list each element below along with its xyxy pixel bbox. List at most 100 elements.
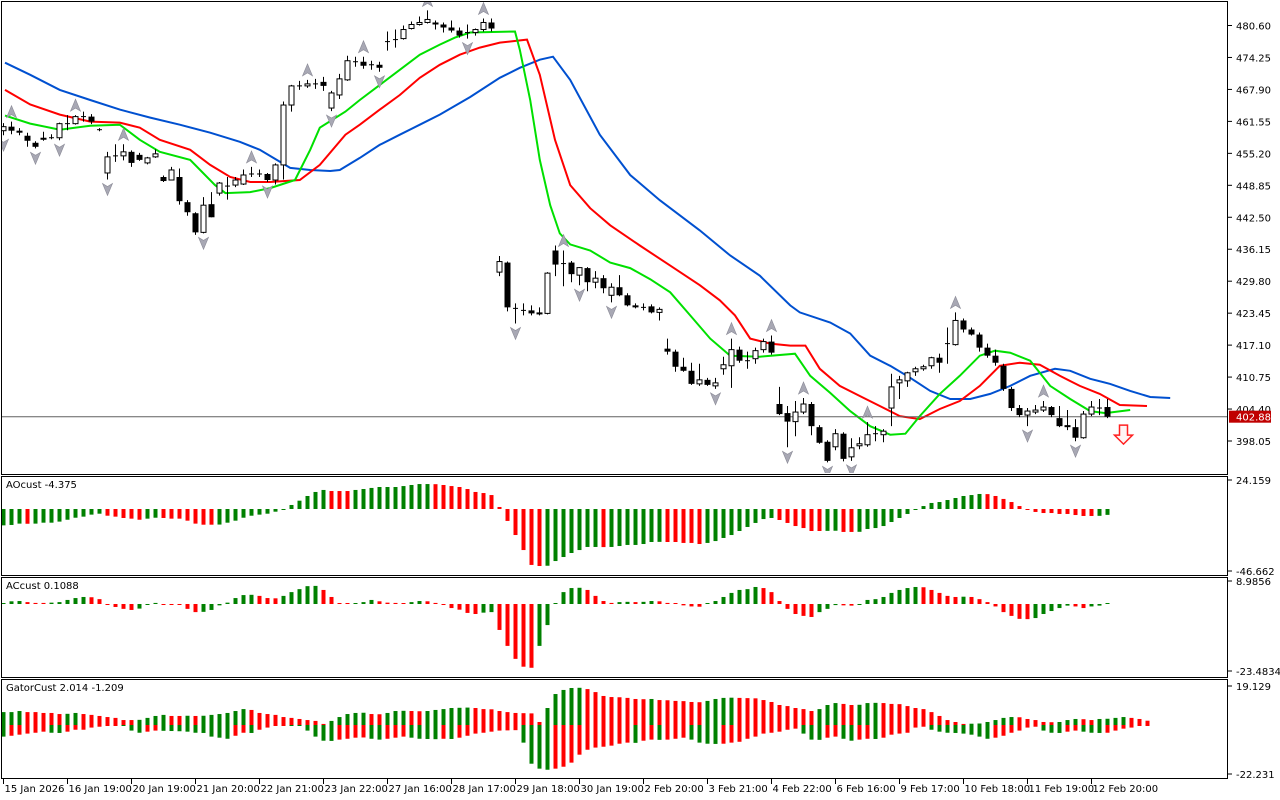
candle[interactable]	[72, 115, 79, 125]
candle[interactable]	[192, 212, 199, 235]
candle[interactable]	[257, 169, 262, 178]
candle[interactable]	[976, 332, 983, 352]
candle[interactable]	[496, 256, 503, 277]
candle[interactable]	[928, 356, 935, 369]
candle[interactable]	[344, 55, 351, 81]
candle[interactable]	[304, 79, 311, 88]
candle[interactable]	[824, 440, 831, 463]
candle[interactable]	[408, 21, 415, 30]
candle[interactable]	[641, 303, 646, 311]
candle[interactable]	[936, 353, 943, 373]
candle[interactable]	[480, 18, 487, 32]
candle[interactable]	[664, 338, 671, 355]
candle[interactable]	[528, 305, 535, 316]
candle[interactable]	[1000, 363, 1007, 391]
candle[interactable]	[784, 406, 791, 448]
candle[interactable]	[536, 307, 543, 316]
candle[interactable]	[56, 122, 63, 141]
candle[interactable]	[752, 347, 759, 364]
candle[interactable]	[688, 362, 695, 385]
candle[interactable]	[385, 31, 390, 51]
candle[interactable]	[416, 16, 423, 26]
candle[interactable]	[656, 307, 663, 321]
candle[interactable]	[945, 327, 950, 364]
candle[interactable]	[1080, 411, 1087, 439]
candle[interactable]	[792, 400, 799, 437]
candle[interactable]	[456, 27, 463, 38]
ac-pane[interactable]	[2, 585, 1110, 668]
candle[interactable]	[1064, 410, 1071, 431]
candle[interactable]	[840, 432, 847, 462]
candle[interactable]	[320, 76, 327, 91]
candle[interactable]	[760, 338, 767, 353]
candle[interactable]	[240, 169, 247, 186]
candle[interactable]	[696, 363, 703, 386]
candle[interactable]	[776, 386, 783, 416]
candle[interactable]	[313, 78, 318, 89]
candle[interactable]	[232, 177, 239, 188]
candle[interactable]	[856, 437, 863, 450]
candle[interactable]	[136, 152, 143, 161]
candle[interactable]	[888, 373, 895, 427]
candle[interactable]	[369, 60, 374, 70]
candle[interactable]	[952, 312, 959, 346]
candle[interactable]	[440, 22, 447, 33]
candle[interactable]	[1016, 405, 1023, 418]
candle[interactable]	[1024, 408, 1031, 427]
candle[interactable]	[704, 377, 711, 386]
candle[interactable]	[216, 182, 223, 196]
candle[interactable]	[128, 150, 135, 167]
candle[interactable]	[568, 261, 575, 283]
candle[interactable]	[353, 56, 358, 67]
candle[interactable]	[712, 377, 719, 389]
candle[interactable]	[360, 56, 367, 69]
candle[interactable]	[616, 275, 623, 297]
candle[interactable]	[104, 151, 111, 180]
candle[interactable]	[1097, 398, 1102, 416]
candle[interactable]	[816, 425, 823, 444]
candle[interactable]	[400, 25, 407, 40]
candle[interactable]	[280, 101, 287, 180]
candle[interactable]	[561, 250, 566, 287]
candle[interactable]	[32, 141, 39, 149]
candle[interactable]	[376, 61, 383, 72]
candle[interactable]	[920, 364, 927, 371]
candle[interactable]	[176, 168, 183, 205]
candle[interactable]	[648, 304, 655, 314]
candle[interactable]	[328, 90, 335, 112]
candle[interactable]	[745, 351, 750, 369]
candle[interactable]	[592, 271, 599, 289]
candle[interactable]	[336, 73, 343, 99]
candle[interactable]	[432, 20, 439, 30]
candle[interactable]	[1, 123, 7, 136]
candle[interactable]	[40, 131, 47, 141]
candle[interactable]	[1104, 398, 1111, 419]
candle[interactable]	[1032, 405, 1039, 415]
candle[interactable]	[1040, 400, 1047, 413]
candle[interactable]	[168, 166, 175, 181]
candle[interactable]	[968, 327, 975, 336]
candle[interactable]	[1072, 419, 1079, 442]
candle[interactable]	[8, 121, 15, 135]
candle[interactable]	[768, 335, 775, 355]
candle[interactable]	[160, 175, 167, 183]
candle[interactable]	[672, 349, 679, 372]
candle[interactable]	[264, 172, 271, 183]
sell-signal-arrow-icon[interactable]	[1112, 424, 1135, 446]
candle[interactable]	[65, 115, 70, 131]
candle[interactable]	[912, 366, 919, 376]
candle[interactable]	[808, 401, 815, 436]
ao-pane[interactable]	[2, 484, 1110, 567]
candle[interactable]	[144, 156, 151, 165]
candle[interactable]	[600, 275, 607, 294]
candle[interactable]	[736, 346, 743, 363]
candle[interactable]	[880, 429, 887, 443]
candle[interactable]	[465, 24, 470, 39]
candle[interactable]	[1088, 400, 1095, 417]
candle[interactable]	[832, 429, 839, 451]
candle[interactable]	[864, 422, 871, 447]
candle[interactable]	[728, 338, 735, 388]
candle[interactable]	[288, 84, 295, 112]
candle[interactable]	[88, 114, 95, 125]
candle[interactable]	[984, 343, 991, 358]
